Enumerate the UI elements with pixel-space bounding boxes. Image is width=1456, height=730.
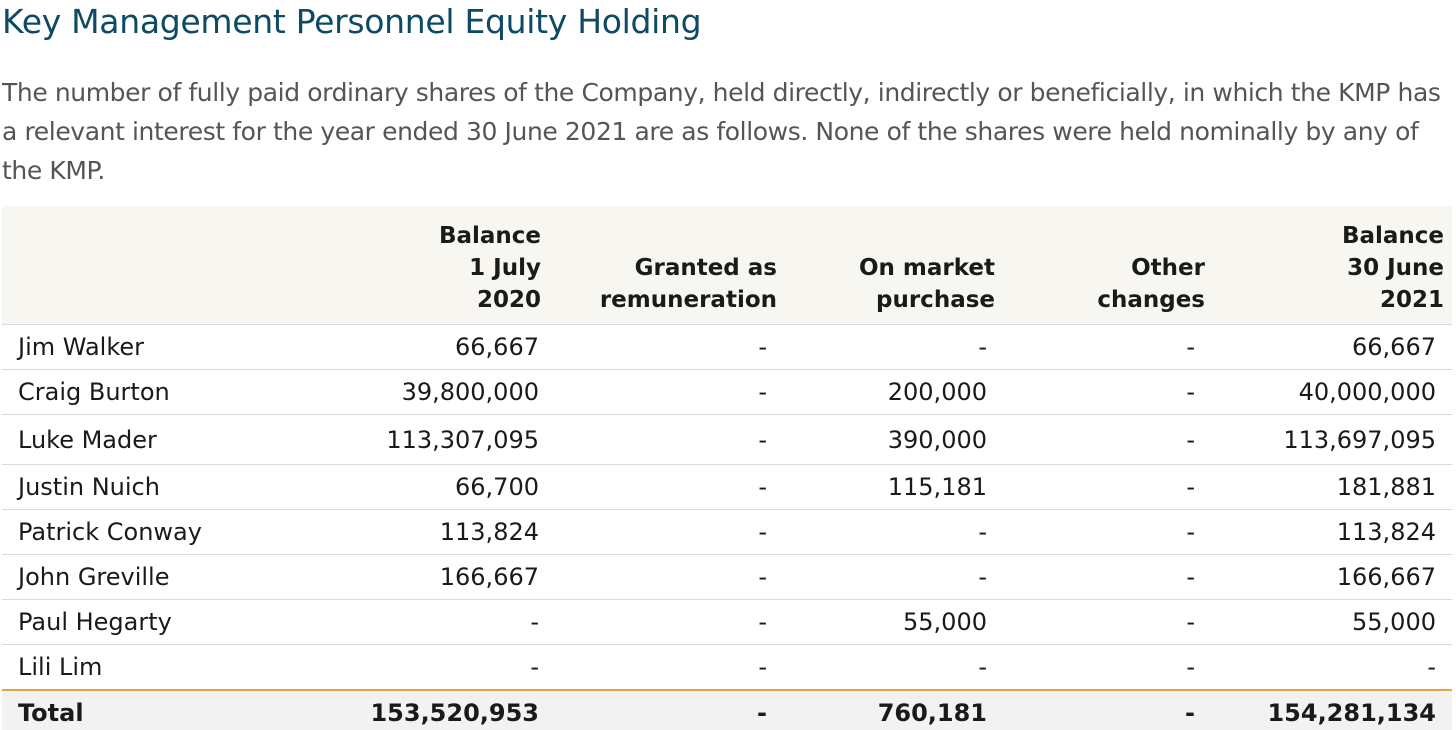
cell-balance-start: 166,667	[332, 554, 547, 600]
table-row: Jim Walker 66,667 - - - 66,667	[2, 324, 1452, 370]
equity-holding-table-container: Balance 1 July 2020 Granted as remunerat…	[2, 206, 1452, 730]
cell-granted: -	[547, 509, 777, 555]
cell-other-changes: -	[995, 464, 1205, 510]
total-granted: -	[547, 688, 777, 730]
header-balance-start-line: 2020	[476, 287, 541, 313]
cell-on-market: 55,000	[777, 599, 995, 645]
cell-on-market: -	[777, 554, 995, 600]
table-row: Luke Mader 113,307,095 - 390,000 - 113,6…	[2, 414, 1452, 465]
header-balance-start-line: 1 July	[469, 255, 541, 281]
equity-holding-table: Balance 1 July 2020 Granted as remunerat…	[2, 206, 1452, 730]
cell-name: Lili Lim	[2, 644, 332, 690]
table-row: Lili Lim - - - - -	[2, 644, 1452, 690]
total-other-changes: -	[995, 688, 1205, 730]
cell-on-market: -	[777, 644, 995, 690]
cell-balance-end: 55,000	[1205, 599, 1452, 645]
cell-balance-end: 40,000,000	[1205, 369, 1452, 415]
header-on-market-line: purchase	[876, 287, 995, 313]
cell-name: Patrick Conway	[2, 509, 332, 555]
header-granted-line: remuneration	[599, 287, 777, 313]
cell-other-changes: -	[995, 599, 1205, 645]
page-title: Key Management Personnel Equity Holding	[2, 2, 702, 41]
total-balance-start: 153,520,953	[332, 688, 547, 730]
header-granted: Granted as remuneration	[547, 206, 777, 325]
cell-balance-start: 39,800,000	[332, 369, 547, 415]
header-on-market-line: On market	[858, 255, 995, 281]
header-other-changes-line: changes	[1097, 287, 1205, 313]
cell-balance-end: -	[1205, 644, 1452, 690]
cell-granted: -	[547, 599, 777, 645]
cell-balance-start: 66,700	[332, 464, 547, 510]
cell-name: Jim Walker	[2, 324, 332, 370]
cell-balance-start: -	[332, 599, 547, 645]
table-header-row: Balance 1 July 2020 Granted as remunerat…	[2, 206, 1452, 325]
total-balance-end: 154,281,134	[1205, 688, 1452, 730]
cell-balance-start: 66,667	[332, 324, 547, 370]
cell-granted: -	[547, 369, 777, 415]
total-label: Total	[2, 688, 332, 730]
cell-balance-start: -	[332, 644, 547, 690]
header-balance-end-line: 30 June	[1347, 255, 1444, 281]
cell-other-changes: -	[995, 554, 1205, 600]
cell-on-market: 200,000	[777, 369, 995, 415]
cell-granted: -	[547, 644, 777, 690]
cell-on-market: -	[777, 509, 995, 555]
table-total-row: Total 153,520,953 - 760,181 - 154,281,13…	[2, 688, 1452, 730]
cell-name: John Greville	[2, 554, 332, 600]
cell-granted: -	[547, 414, 777, 465]
header-balance-end-line: Balance	[1341, 223, 1444, 249]
cell-on-market: -	[777, 324, 995, 370]
cell-name: Luke Mader	[2, 414, 332, 465]
table-row: John Greville 166,667 - - - 166,667	[2, 554, 1452, 600]
cell-other-changes: -	[995, 644, 1205, 690]
header-balance-end-line: 2021	[1379, 287, 1444, 313]
cell-balance-end: 113,697,095	[1205, 414, 1452, 465]
cell-name: Justin Nuich	[2, 464, 332, 510]
cell-on-market: 115,181	[777, 464, 995, 510]
cell-on-market: 390,000	[777, 414, 995, 465]
table-row: Patrick Conway 113,824 - - - 113,824	[2, 509, 1452, 555]
cell-name: Paul Hegarty	[2, 599, 332, 645]
header-balance-end: Balance 30 June 2021	[1205, 206, 1452, 325]
cell-granted: -	[547, 554, 777, 600]
header-balance-start-line: Balance	[438, 223, 541, 249]
cell-other-changes: -	[995, 324, 1205, 370]
table-row: Paul Hegarty - - 55,000 - 55,000	[2, 599, 1452, 645]
cell-balance-end: 181,881	[1205, 464, 1452, 510]
cell-granted: -	[547, 324, 777, 370]
header-other-changes: Other changes	[995, 206, 1205, 325]
cell-balance-start: 113,824	[332, 509, 547, 555]
cell-other-changes: -	[995, 369, 1205, 415]
table-row: Justin Nuich 66,700 - 115,181 - 181,881	[2, 464, 1452, 510]
header-granted-line: Granted as	[634, 255, 777, 281]
header-name	[2, 206, 332, 325]
cell-balance-end: 66,667	[1205, 324, 1452, 370]
cell-other-changes: -	[995, 414, 1205, 465]
total-on-market: 760,181	[777, 688, 995, 730]
cell-balance-end: 113,824	[1205, 509, 1452, 555]
cell-granted: -	[547, 464, 777, 510]
table-row: Craig Burton 39,800,000 - 200,000 - 40,0…	[2, 369, 1452, 415]
intro-paragraph: The number of fully paid ordinary shares…	[2, 78, 1441, 185]
cell-other-changes: -	[995, 509, 1205, 555]
cell-name: Craig Burton	[2, 369, 332, 415]
cell-balance-start: 113,307,095	[332, 414, 547, 465]
header-balance-start: Balance 1 July 2020	[332, 206, 547, 325]
cell-balance-end: 166,667	[1205, 554, 1452, 600]
header-on-market: On market purchase	[777, 206, 995, 325]
header-other-changes-line: Other	[1131, 255, 1205, 281]
